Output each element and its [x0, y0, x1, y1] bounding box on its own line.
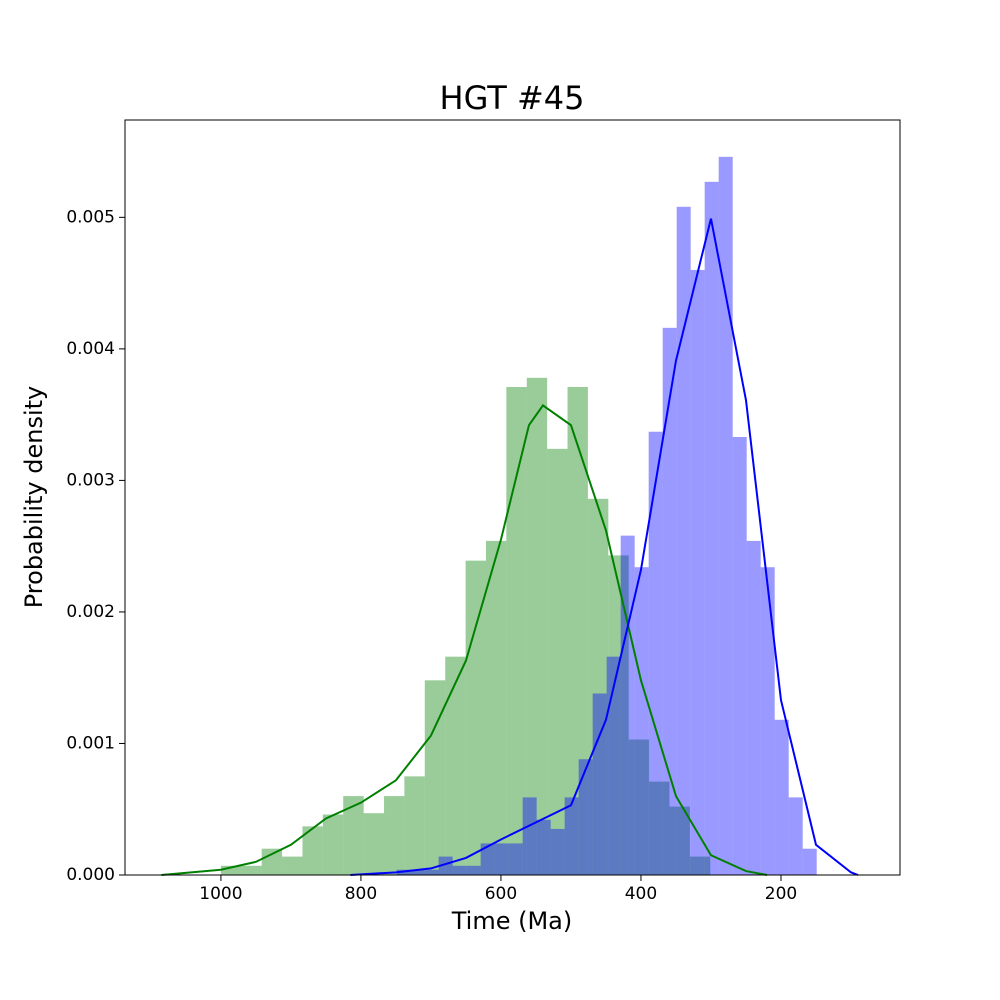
- histogram-bar: [689, 856, 711, 875]
- histogram-bar: [404, 776, 425, 875]
- histogram-bar: [704, 181, 719, 875]
- histogram-bar: [466, 865, 481, 875]
- y-tick-label: 0.001: [66, 733, 115, 753]
- histogram-bar: [522, 797, 537, 875]
- histogram-bar: [282, 856, 303, 875]
- histogram-bar: [480, 843, 495, 875]
- histogram-bar: [343, 796, 364, 875]
- histogram-bar: [220, 865, 242, 875]
- histogram-bar: [746, 540, 761, 875]
- y-tick-label: 0.002: [66, 602, 115, 622]
- histogram-bar: [802, 848, 817, 875]
- histogram-bar: [606, 656, 621, 875]
- histogram-bar: [536, 819, 551, 875]
- histogram-bar: [424, 680, 446, 875]
- histogram-bar: [732, 436, 747, 875]
- histogram-bar: [465, 560, 486, 875]
- histogram-bar: [578, 759, 593, 875]
- x-tick-label: 600: [485, 884, 517, 904]
- histogram-bar: [452, 865, 467, 875]
- histogram-bar: [620, 535, 635, 875]
- histogram-bar: [410, 869, 425, 875]
- histogram-bar: [445, 656, 466, 875]
- histogram-bar: [628, 739, 650, 875]
- histogram-bar: [526, 377, 548, 875]
- density-line: [161, 404, 768, 876]
- y-tick-label: 0.003: [66, 470, 115, 490]
- histogram-bar: [567, 387, 588, 875]
- histogram-bar: [676, 206, 691, 876]
- histogram-bar: [494, 843, 509, 875]
- x-tick-label: 200: [765, 884, 797, 904]
- histogram-bar: [261, 848, 283, 875]
- histogram-bar: [241, 865, 262, 875]
- y-tick-label: 0.005: [66, 207, 115, 227]
- histogram-bar: [592, 693, 607, 875]
- histogram-bar: [564, 797, 579, 875]
- plot-frame: [124, 119, 901, 876]
- histogram-bar: [760, 567, 775, 875]
- chart-title: HGT #45: [440, 79, 585, 117]
- y-tick-label: 0.004: [66, 339, 115, 359]
- x-tick-label: 400: [625, 884, 657, 904]
- x-tick-label: 800: [345, 884, 377, 904]
- histogram-bar: [634, 567, 649, 875]
- histogram-bar: [508, 843, 523, 875]
- x-axis-label: Time (Ma): [451, 907, 573, 935]
- histogram-bar: [649, 781, 670, 875]
- histogram-bar: [669, 806, 690, 875]
- histogram-bar: [485, 540, 507, 875]
- histogram-bar: [718, 156, 733, 875]
- histogram-bar: [788, 797, 803, 875]
- histogram-bar: [662, 327, 677, 876]
- histogram-bar: [384, 796, 405, 875]
- y-tick-label: 0.000: [66, 865, 115, 885]
- histogram-bar: [608, 555, 629, 875]
- histogram-bar: [587, 498, 609, 875]
- histogram-bar: [302, 826, 323, 875]
- histogram-bar: [424, 869, 439, 875]
- histogram-bar: [322, 814, 344, 875]
- histogram-bar: [547, 448, 568, 875]
- histogram-bar: [550, 828, 565, 875]
- density-line: [350, 218, 859, 876]
- x-tick-label: 1000: [199, 884, 242, 904]
- histogram-bar: [506, 387, 527, 875]
- histogram-bar: [774, 719, 789, 875]
- histogram-bar: [438, 856, 453, 875]
- y-axis-label: Probability density: [20, 386, 48, 609]
- histogram-bar: [690, 269, 705, 875]
- histogram-bar: [648, 431, 663, 875]
- histogram-bar: [363, 813, 385, 875]
